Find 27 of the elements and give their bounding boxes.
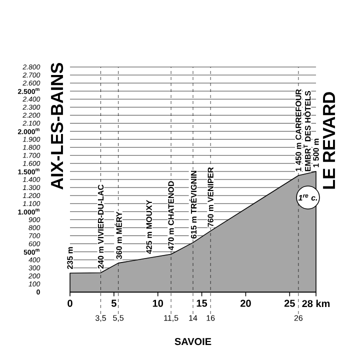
- annotation: 235 m: [67, 247, 73, 270]
- x-tick-label: 25: [284, 300, 295, 307]
- x-tick-label: 10: [152, 300, 164, 307]
- x-tick-label: 0: [68, 300, 72, 307]
- text: AIX-LES-BAINS: [50, 62, 64, 190]
- ref-line-label: 5,5: [113, 315, 124, 322]
- x-tick-label: 20: [240, 300, 251, 307]
- ref-line-label: 26: [294, 315, 303, 321]
- annotation: 1 500 m: [313, 138, 319, 168]
- x-tick-label: 5: [111, 300, 116, 307]
- ref-line-label: 16: [206, 315, 215, 321]
- x-tick-label: 28 km: [302, 300, 330, 308]
- annotation: 470 m CHATENOD: [168, 181, 174, 250]
- annotation: 425 m MOUXY: [146, 200, 152, 254]
- annotation: 240 m VIVIER-DU-LAC: [98, 184, 104, 269]
- text: LE REVARD: [323, 92, 335, 189]
- ref-line-label: 14: [189, 315, 198, 321]
- annotation: 615 m TRÉVIGNIN: [189, 170, 197, 238]
- x-tick-label: 15: [196, 300, 208, 307]
- annotation: 760 m VENIPER: [208, 167, 214, 227]
- annotation: 360 m MÉRY: [114, 212, 122, 260]
- ref-line-label: 11,5: [164, 315, 178, 322]
- annotation: EMBR$^{T}$ DES HÔTELS: [303, 90, 311, 172]
- x-axis-title: SAVOIE: [174, 338, 212, 346]
- annotation: 1 450 m CARREFOUR: [296, 89, 302, 172]
- ref-line-label: 3,5: [95, 315, 106, 322]
- annotation: 1$^{re}$ c.: [298, 194, 318, 201]
